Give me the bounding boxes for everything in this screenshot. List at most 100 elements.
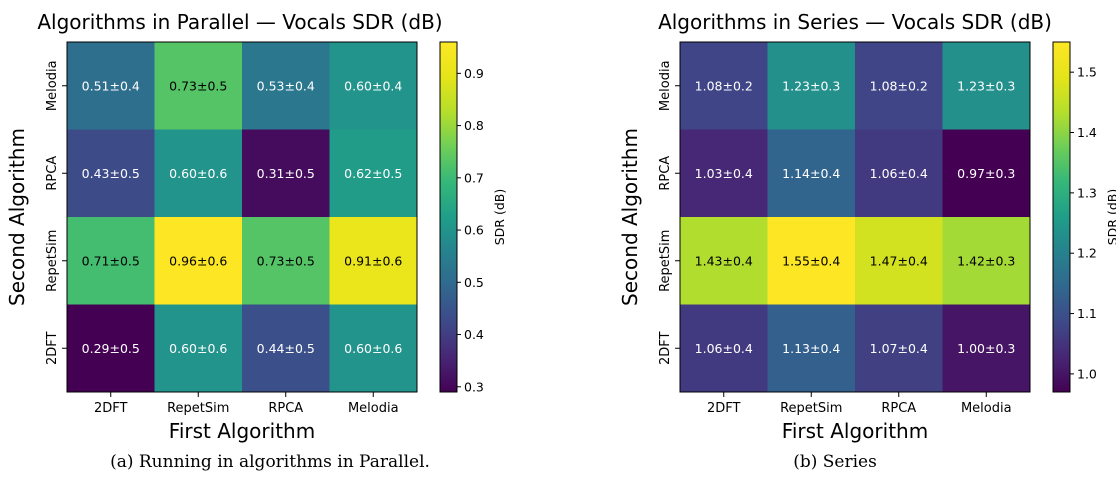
cell-label: 1.13±0.4	[782, 341, 840, 356]
x-tick-label: RPCA	[881, 401, 916, 416]
colorbar-tick-label: 0.4	[464, 327, 484, 342]
colorbar-tick-label: 0.5	[464, 275, 484, 290]
cell-label: 1.08±0.2	[695, 78, 753, 93]
colorbar-tick-label: 0.9	[464, 66, 484, 81]
heatmap-cell	[680, 304, 768, 393]
cell-label: 1.06±0.4	[695, 341, 753, 356]
heatmap-cell	[242, 217, 330, 305]
plot-frame	[679, 41, 1031, 393]
cell-label: 0.73±0.5	[257, 253, 315, 268]
cell-label: 1.42±0.3	[957, 253, 1015, 268]
heatmap-cell	[67, 304, 155, 393]
colorbar-tick-label: 1.4	[1077, 125, 1097, 140]
heatmap-cell	[767, 304, 856, 393]
colorbar-tick-label: 1.5	[1077, 65, 1097, 80]
y-tick-label: 2DFT	[45, 331, 60, 365]
y-tick-label: RPCA	[658, 156, 673, 191]
cell-label: 0.60±0.4	[344, 78, 402, 93]
caption-a: (a) Running in algorithms in Parallel.	[110, 452, 430, 472]
heatmap-cell	[767, 217, 856, 305]
cell-label: 0.73±0.5	[169, 78, 227, 93]
colorbar-tick-label: 0.3	[464, 379, 484, 394]
colorbar-tick-label: 1.3	[1077, 185, 1097, 200]
heatmap-cell	[67, 129, 155, 218]
cell-label: 0.60±0.6	[169, 341, 227, 356]
heatmap-cell	[329, 304, 418, 393]
colorbar	[1052, 41, 1071, 393]
cell-label: 0.62±0.5	[344, 166, 402, 181]
colorbar-tick-label: 0.6	[464, 223, 484, 238]
y-tick-label: RPCA	[45, 156, 60, 191]
cell-label: 1.08±0.2	[870, 78, 928, 93]
heatmap-series: Algorithms in Series — Vocals SDR (dB) 1.…	[618, 10, 1116, 443]
cell-label: 1.23±0.3	[957, 78, 1015, 93]
cell-label: 0.96±0.6	[169, 253, 227, 268]
heatmap-cell	[680, 42, 768, 130]
heatmap-cell	[67, 42, 155, 130]
heatmap-cell	[154, 304, 243, 393]
heatmap-cell	[67, 217, 155, 305]
heatmap-cell	[855, 42, 943, 130]
colorbar-tick-label: 1.2	[1077, 246, 1097, 261]
heatmap-cell	[855, 304, 943, 393]
cell-label: 0.53±0.4	[257, 78, 315, 93]
cell-label: 0.44±0.5	[257, 341, 315, 356]
colorbar-tick-label: 0.7	[464, 170, 484, 185]
y-tick-label: Melodia	[45, 60, 60, 111]
x-axis-label: First Algorithm	[169, 419, 315, 443]
heatmap-cell	[855, 217, 943, 305]
cell-label: 0.60±0.6	[169, 166, 227, 181]
x-tick-label: RepetSim	[780, 401, 842, 416]
colorbar-tick-label: 1.0	[1077, 366, 1097, 381]
x-tick-label: 2DFT	[707, 401, 741, 416]
heatmap-cell	[154, 217, 243, 305]
heatmap-cell	[154, 129, 243, 218]
heatmap-cell	[680, 129, 768, 218]
cell-label: 0.51±0.4	[82, 78, 140, 93]
cell-label: 0.71±0.5	[82, 253, 140, 268]
cell-label: 1.43±0.4	[695, 253, 753, 268]
cell-label: 1.23±0.3	[782, 78, 840, 93]
heatmap-cell	[329, 129, 418, 218]
cell-label: 0.43±0.5	[82, 166, 140, 181]
heatmap-cell	[942, 217, 1031, 305]
cell-label: 1.03±0.4	[695, 166, 753, 181]
heatmap-cell	[329, 42, 418, 130]
caption-b: (b) Series	[793, 452, 877, 472]
y-tick-label: RepetSim	[658, 230, 673, 292]
colorbar-tick-label: 0.8	[464, 118, 484, 133]
heatmap-cell	[767, 42, 856, 130]
x-tick-label: RPCA	[268, 401, 303, 416]
y-axis-label: Second Algorithm	[618, 128, 642, 306]
heatmap-cell	[242, 42, 330, 130]
heatmap-cell	[942, 42, 1031, 130]
cell-label: 1.55±0.4	[782, 253, 840, 268]
x-tick-label: Melodia	[348, 401, 399, 416]
heatmap-cell	[242, 129, 330, 218]
cell-label: 1.07±0.4	[870, 341, 928, 356]
heatmap-parallel: Algorithms in Parallel — Vocals SDR (dB)…	[5, 10, 507, 443]
colorbar	[439, 41, 458, 393]
cell-label: 0.29±0.5	[82, 341, 140, 356]
plot-frame	[66, 41, 418, 393]
x-tick-label: RepetSim	[167, 401, 229, 416]
heatmap-cell	[942, 129, 1031, 218]
cell-label: 0.91±0.6	[344, 253, 402, 268]
y-tick-label: RepetSim	[45, 230, 60, 292]
heatmap-cell	[855, 129, 943, 218]
chart-title: Algorithms in Parallel — Vocals SDR (dB)	[37, 10, 442, 34]
cell-label: 0.97±0.3	[957, 166, 1015, 181]
heatmap-cell	[154, 42, 243, 130]
y-tick-label: 2DFT	[658, 331, 673, 365]
heatmap-cell	[680, 217, 768, 305]
x-axis-label: First Algorithm	[782, 419, 928, 443]
heatmap-cell	[942, 304, 1031, 393]
heatmap-cell	[329, 217, 418, 305]
cell-label: 0.31±0.5	[257, 166, 315, 181]
cell-label: 1.06±0.4	[870, 166, 928, 181]
x-tick-label: Melodia	[961, 401, 1012, 416]
colorbar-tick-label: 1.1	[1077, 306, 1097, 321]
heatmap-cell	[242, 304, 330, 393]
y-tick-label: Melodia	[658, 60, 673, 111]
